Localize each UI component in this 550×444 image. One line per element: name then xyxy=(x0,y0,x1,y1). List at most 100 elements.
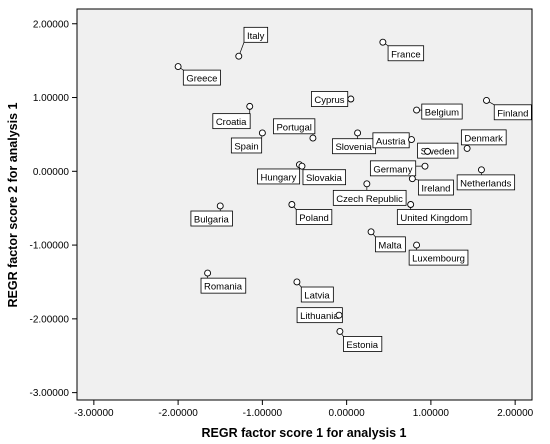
x-tick-label: 2.00000 xyxy=(497,408,534,419)
point-label: Slovenia xyxy=(335,142,372,153)
point-label-box xyxy=(212,113,251,130)
point-label-box xyxy=(230,137,263,154)
point-label: Hungary xyxy=(260,172,296,183)
data-points: Italy France Greece Finland Cyprus Croatia Bel… xyxy=(174,26,532,352)
point-group: Czech Republic xyxy=(332,180,407,206)
point-label: Sweden xyxy=(421,147,455,158)
point-label-box xyxy=(182,69,221,86)
point-group: Ireland xyxy=(408,175,454,196)
point-marker xyxy=(298,162,306,170)
point-label-box xyxy=(332,189,407,206)
point-group: United Kingdom xyxy=(396,201,472,225)
point-marker xyxy=(336,327,344,335)
y-tick-label: 2.00000 xyxy=(33,19,70,30)
y-tick-label: -3.00000 xyxy=(30,388,70,399)
point-marker xyxy=(347,95,355,103)
point-label: Belgium xyxy=(425,108,459,119)
point-marker xyxy=(424,147,431,155)
point-label: Italy xyxy=(247,31,265,42)
point-marker xyxy=(258,129,266,137)
point-label: Greece xyxy=(186,74,217,85)
point-group: Belgium xyxy=(413,103,463,120)
y-tick-label: -2.00000 xyxy=(30,314,70,325)
point-label: Denmark xyxy=(464,133,503,144)
point-label: Lithuania xyxy=(300,311,339,322)
point-label: Croatia xyxy=(216,117,247,128)
point-group: Luxembourg xyxy=(408,241,469,266)
point-label: Malta xyxy=(378,240,402,251)
point-label-box xyxy=(243,26,269,43)
point-label-box xyxy=(369,160,417,177)
point-group: Austria xyxy=(372,132,415,149)
point-group: Spain xyxy=(230,129,266,154)
point-marker xyxy=(408,136,415,144)
point-marker xyxy=(235,52,243,60)
point-group: Denmark xyxy=(460,129,507,152)
y-axis-title: REGR factor score 2 for analysis 1 xyxy=(6,102,20,307)
y-axis-ticks: 2.00000 1.00000 0.00000 -1.00000 -2.00000 -3.… xyxy=(30,19,77,399)
point-label-box xyxy=(493,104,532,121)
point-marker xyxy=(413,241,421,249)
point-marker xyxy=(246,102,254,110)
point-label-box xyxy=(295,209,333,225)
point-marker xyxy=(477,166,485,174)
point-label-box xyxy=(302,169,346,186)
point-label: Czech Republic xyxy=(336,194,403,205)
point-group: Netherlands xyxy=(456,166,516,191)
x-axis-ticks: -3.00000 -2.00000 -1.00000 0.00000 1.00000 2.… xyxy=(74,400,534,419)
point-group: Bulgaria xyxy=(190,202,233,227)
point-label: Estonia xyxy=(346,340,378,351)
point-marker xyxy=(204,269,212,277)
point-label-box xyxy=(257,168,301,185)
point-marker xyxy=(483,97,490,104)
x-tick-label: 0.00000 xyxy=(329,408,366,419)
x-tick-label: -3.00000 xyxy=(74,408,114,419)
point-marker xyxy=(293,278,301,286)
point-label: Slovakia xyxy=(306,173,343,184)
point-label-box xyxy=(460,129,507,146)
point-label: Germany xyxy=(373,164,412,175)
point-label-box xyxy=(387,45,425,62)
point-group: Germany xyxy=(369,160,429,177)
x-tick-label: 1.00000 xyxy=(413,408,450,419)
point-marker xyxy=(216,202,224,210)
point-marker xyxy=(463,144,471,152)
point-label: Luxembourg xyxy=(412,254,465,265)
point-label: Bulgaria xyxy=(194,215,230,226)
point-group: Malta xyxy=(367,228,406,253)
point-group: Romania xyxy=(200,269,247,294)
point-group: Lithuania xyxy=(296,307,343,324)
point-label: Cyprus xyxy=(314,95,344,106)
point-label-box xyxy=(456,174,516,191)
point-marker xyxy=(421,162,429,170)
x-tick-label: -1.00000 xyxy=(243,408,283,419)
point-marker xyxy=(288,201,296,208)
point-label-box xyxy=(273,118,316,135)
point-label-box xyxy=(408,249,469,266)
y-tick-label: 1.00000 xyxy=(33,93,70,104)
point-group: Slovenia xyxy=(332,129,377,155)
point-label: United Kingdom xyxy=(400,213,468,224)
y-tick-label: -1.00000 xyxy=(30,241,70,252)
point-group: Finland xyxy=(483,97,532,121)
point-label: Romania xyxy=(204,282,243,293)
point-label-box xyxy=(375,236,406,253)
point-label-box xyxy=(190,210,233,227)
point-label: Latvia xyxy=(304,291,330,302)
x-tick-label: -2.00000 xyxy=(158,408,198,419)
point-label: Finland xyxy=(497,108,528,119)
point-marker xyxy=(367,228,375,236)
y-tick-label: 0.00000 xyxy=(33,167,70,178)
point-marker xyxy=(408,175,416,183)
point-label-box xyxy=(418,179,454,196)
point-label-box xyxy=(300,286,334,303)
point-marker xyxy=(309,134,317,142)
point-label: Portugal xyxy=(276,122,311,133)
point-group: Poland xyxy=(288,201,333,225)
point-label-box xyxy=(421,103,463,120)
point-group: Sweden xyxy=(417,142,459,159)
point-label-box xyxy=(396,209,472,225)
point-group: Portugal xyxy=(273,118,317,142)
point-label-box xyxy=(200,277,247,294)
